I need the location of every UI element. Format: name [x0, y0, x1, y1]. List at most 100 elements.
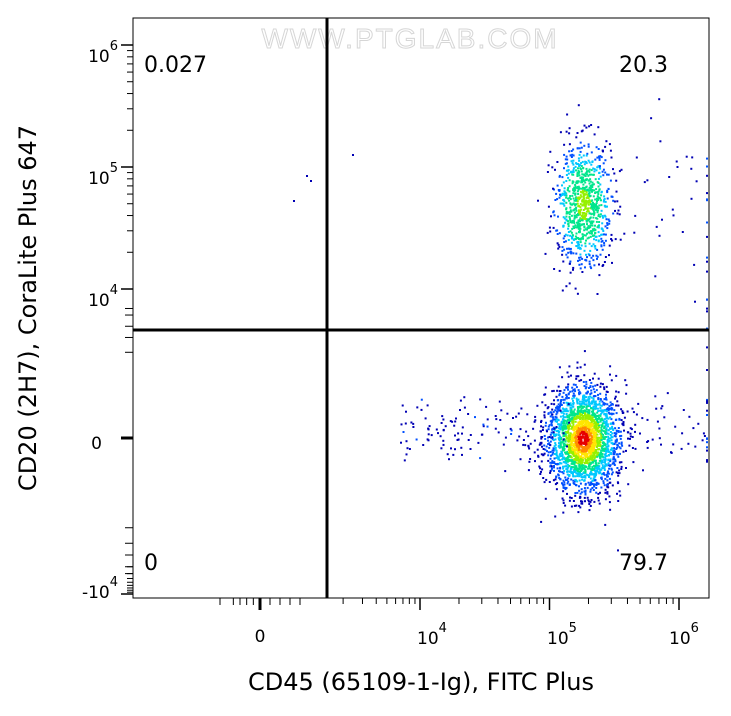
- event-dot: [598, 471, 601, 474]
- event-dot: [706, 398, 708, 401]
- event-dot: [583, 428, 586, 431]
- event-dot: [603, 418, 606, 421]
- event-dot: [654, 395, 657, 398]
- event-dot: [442, 443, 445, 446]
- event-dot: [706, 235, 708, 238]
- event-dot: [552, 416, 555, 419]
- event-dot: [591, 422, 593, 425]
- event-dot: [571, 153, 574, 156]
- event-dot: [578, 485, 580, 488]
- event-dot: [547, 425, 550, 428]
- event-dot: [582, 203, 585, 206]
- event-dot: [630, 428, 633, 431]
- event-dot: [564, 233, 567, 236]
- event-dot: [563, 483, 566, 486]
- event-dot: [594, 462, 597, 464]
- event-dot: [559, 193, 561, 196]
- event-dot: [589, 434, 592, 437]
- event-dot: [609, 460, 612, 463]
- event-dot: [607, 462, 610, 465]
- event-dot: [562, 418, 565, 421]
- event-dot: [585, 435, 588, 437]
- event-dot: [559, 202, 562, 205]
- event-dot: [601, 429, 604, 432]
- event-dot: [569, 449, 572, 452]
- event-dot: [561, 249, 564, 252]
- event-dot: [608, 407, 611, 410]
- event-dot: [601, 459, 603, 462]
- event-dot: [597, 377, 600, 380]
- event-dot: [601, 170, 604, 173]
- event-dot: [587, 457, 589, 460]
- event-dot: [565, 457, 568, 460]
- event-dot: [578, 402, 581, 405]
- event-dot: [620, 441, 623, 444]
- event-dot: [612, 458, 615, 461]
- event-dot: [611, 403, 614, 406]
- event-dot: [588, 379, 591, 381]
- event-dot: [581, 473, 583, 476]
- event-dot: [611, 484, 614, 487]
- event-dot: [591, 483, 594, 485]
- event-dot: [593, 401, 596, 404]
- event-dot: [596, 156, 599, 159]
- event-dot: [582, 194, 585, 197]
- event-dot: [590, 267, 593, 270]
- event-dot: [541, 445, 543, 448]
- event-dot: [688, 415, 691, 418]
- event-dot: [590, 230, 593, 233]
- event-dot: [566, 415, 569, 417]
- event-dot: [564, 425, 566, 428]
- event-dot: [571, 235, 573, 238]
- event-dot: [597, 496, 600, 499]
- event-dot: [563, 143, 566, 146]
- event-dot: [587, 441, 590, 444]
- event-dot: [658, 427, 661, 430]
- event-dot: [706, 298, 708, 301]
- event-dot: [588, 189, 591, 192]
- event-dot: [580, 165, 583, 167]
- event-dot: [586, 228, 589, 231]
- event-dot: [578, 263, 581, 266]
- event-dot: [618, 461, 621, 464]
- event-dot: [580, 405, 583, 408]
- event-dot: [583, 188, 586, 191]
- event-dot: [293, 200, 295, 202]
- event-dot: [584, 476, 587, 479]
- event-dot: [616, 467, 619, 469]
- event-dot: [605, 427, 608, 430]
- event-dot: [557, 408, 560, 411]
- event-dot: [601, 424, 604, 427]
- event-dot: [590, 454, 592, 457]
- event-dot: [587, 401, 590, 404]
- event-dot: [574, 185, 577, 188]
- event-dot: [579, 194, 582, 197]
- event-dot: [566, 443, 569, 446]
- event-dot: [560, 438, 563, 441]
- event-dot: [606, 227, 609, 230]
- event-dot: [584, 400, 587, 403]
- event-dot: [567, 446, 570, 448]
- event-dot: [551, 408, 554, 411]
- event-dot: [550, 424, 553, 427]
- event-dot: [571, 220, 574, 222]
- event-dot: [565, 393, 568, 396]
- event-dot: [554, 199, 557, 201]
- event-dot: [559, 452, 562, 455]
- event-dot: [569, 234, 572, 237]
- event-dot: [582, 196, 585, 199]
- event-dot: [563, 235, 566, 238]
- event-dot: [620, 408, 623, 411]
- axis-ticks: [121, 44, 680, 610]
- event-dot: [565, 397, 568, 400]
- event-dot: [574, 189, 577, 192]
- event-dot: [568, 470, 571, 473]
- event-dot: [578, 416, 581, 419]
- event-dot: [562, 499, 565, 502]
- event-dot: [556, 467, 559, 470]
- event-dot: [614, 427, 617, 430]
- event-dot: [597, 441, 600, 444]
- event-dot: [585, 450, 588, 453]
- event-dot: [589, 430, 592, 433]
- event-dot: [597, 177, 600, 180]
